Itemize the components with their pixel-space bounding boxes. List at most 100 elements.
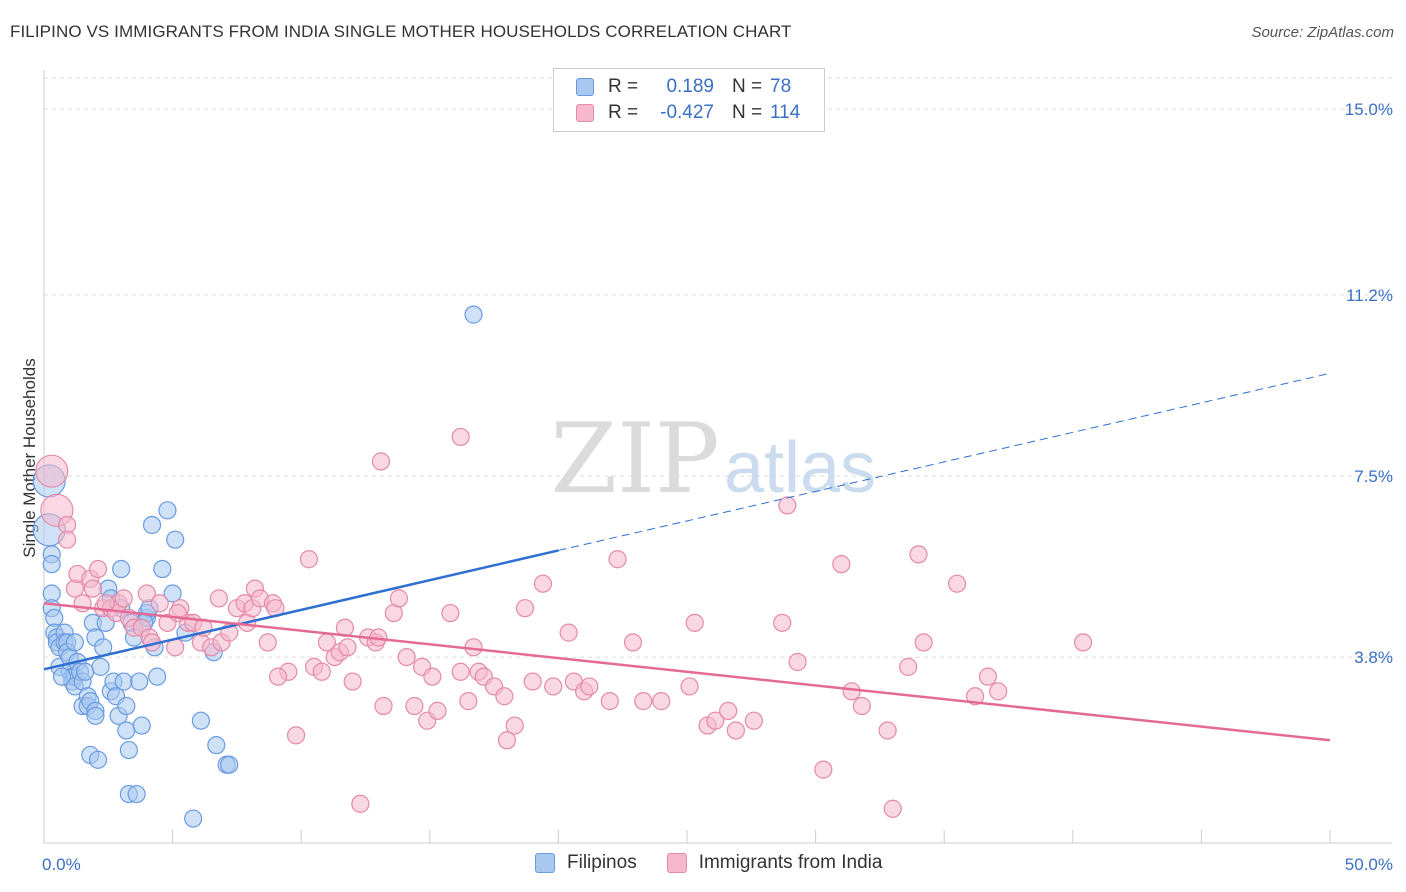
filipinos-trend-extension: [558, 372, 1331, 551]
data-point: [559, 623, 578, 642]
data-point: [119, 740, 138, 760]
data-point: [83, 579, 102, 598]
data-point: [832, 555, 851, 574]
data-point: [852, 696, 871, 716]
data-point: [428, 701, 447, 721]
data-point: [209, 589, 228, 608]
chart-title: FILIPINO VS IMMIGRANTS FROM INDIA SINGLE…: [10, 22, 792, 41]
n-label: N =: [732, 102, 763, 123]
data-point: [451, 662, 470, 681]
data-point: [580, 677, 599, 696]
y-tick-label: 7.5%: [1354, 467, 1393, 486]
data-point: [623, 633, 643, 652]
data-point: [76, 662, 95, 681]
data-point: [114, 672, 133, 691]
legend-item-india[interactable]: Immigrants from India: [666, 852, 883, 874]
filipinos-points: [32, 305, 483, 828]
data-point: [299, 550, 319, 569]
data-point: [1073, 633, 1093, 652]
data-point: [608, 550, 627, 569]
india-trend-line: [43, 602, 1331, 742]
legend-row-filipinos: R = 0.189 N = 78: [576, 74, 791, 100]
watermark-zip: ZIP: [550, 403, 719, 515]
legend-swatch-india: [666, 853, 687, 873]
data-point: [343, 672, 362, 691]
data-point: [883, 799, 902, 818]
data-point: [497, 731, 517, 750]
y-tick-label: 11.2%: [1346, 286, 1393, 305]
data-point: [312, 662, 331, 681]
data-point: [719, 701, 738, 721]
x-tick-label-min: 0.0%: [42, 855, 81, 874]
data-point: [989, 682, 1008, 701]
data-point: [150, 594, 169, 613]
data-point: [423, 667, 442, 686]
data-point: [544, 677, 563, 696]
gridlines: [44, 77, 1392, 658]
data-point: [914, 633, 933, 652]
data-point: [96, 594, 115, 613]
data-point: [220, 755, 239, 774]
data-point: [464, 305, 483, 324]
india-points: [35, 427, 1093, 818]
trend-lines: [43, 372, 1331, 742]
filipinos-trend-line: [43, 549, 559, 671]
correlation-legend: R = 0.189 N = 78 R = -0.427 N = 114: [553, 68, 825, 132]
data-point: [142, 515, 162, 535]
data-point: [899, 657, 918, 676]
data-point: [268, 667, 288, 686]
data-point: [112, 559, 131, 579]
data-point: [397, 647, 416, 667]
x-tick-label-max: 50.0%: [1345, 855, 1393, 874]
data-point: [441, 603, 460, 623]
r-label: R =: [608, 76, 639, 97]
data-point: [634, 692, 653, 711]
data-point: [191, 711, 210, 730]
data-point: [505, 716, 524, 735]
data-point: [258, 633, 277, 652]
data-point: [451, 427, 470, 447]
watermark-atlas: atlas: [724, 428, 876, 508]
watermark: ZIP atlas: [550, 403, 876, 515]
data-point: [114, 589, 133, 608]
data-point: [947, 574, 967, 593]
source-label: Source: ZipAtlas.com: [1251, 24, 1394, 41]
data-point: [338, 638, 357, 657]
legend-label-india: Immigrants from India: [698, 852, 883, 873]
data-point: [153, 559, 172, 579]
data-point: [52, 667, 72, 686]
data-point: [117, 721, 136, 740]
data-point: [351, 794, 370, 813]
y-tick-label: 15.0%: [1345, 100, 1393, 119]
data-point: [909, 545, 928, 564]
data-point: [127, 784, 146, 804]
r-label: R =: [608, 102, 639, 123]
data-point: [405, 696, 424, 716]
series-legend: Filipinos Immigrants from India: [535, 852, 912, 874]
data-point: [600, 692, 619, 711]
data-point: [35, 454, 69, 488]
data-point: [978, 667, 998, 686]
n-label: N =: [732, 76, 763, 97]
y-tick-label: 3.8%: [1354, 648, 1393, 667]
data-point: [965, 687, 985, 706]
data-point: [374, 696, 393, 716]
data-point: [88, 750, 108, 769]
legend-item-filipinos[interactable]: Filipinos: [535, 852, 637, 874]
data-point: [91, 657, 110, 676]
data-point: [184, 809, 203, 828]
data-point: [163, 584, 182, 603]
data-point: [652, 692, 671, 711]
data-point: [158, 501, 177, 520]
data-point: [515, 599, 535, 618]
data-point: [65, 633, 84, 652]
n-value: 78: [770, 76, 792, 97]
data-point: [286, 726, 306, 745]
data-point: [814, 760, 833, 779]
data-point: [42, 555, 61, 574]
legend-label-filipinos: Filipinos: [567, 852, 637, 873]
legend-row-india: R = -0.427 N = 114: [576, 100, 800, 126]
data-point: [137, 584, 156, 603]
data-point: [166, 530, 185, 549]
data-point: [706, 711, 725, 730]
